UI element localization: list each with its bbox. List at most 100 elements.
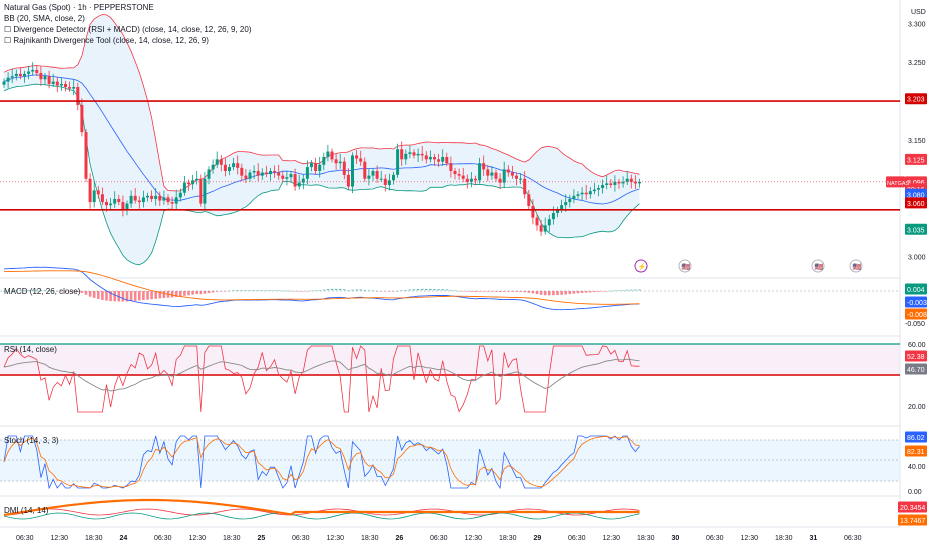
- legend-bb[interactable]: BB (20, SMA, close, 2): [4, 14, 85, 23]
- candle-body: [260, 172, 264, 176]
- legend-rajnikanth[interactable]: ☐ Rajnikanth Divergence Tool (close, 14,…: [4, 36, 209, 45]
- candle-body: [236, 163, 240, 168]
- macd-histogram-bar: [433, 288, 436, 291]
- macd-histogram-bar: [207, 291, 211, 294]
- macd-histogram-bar: [252, 290, 256, 291]
- macd-histogram-bar: [625, 289, 629, 291]
- candle-body: [158, 195, 162, 201]
- macd-histogram-bar: [388, 291, 391, 292]
- candle-body: [633, 181, 637, 184]
- dmi-plus-line: [3, 512, 640, 520]
- time-axis-label: 06:30: [568, 535, 586, 542]
- candle-body: [121, 202, 125, 210]
- candle-body: [88, 178, 92, 203]
- macd-histogram-bar: [502, 291, 506, 292]
- macd-tick-label: -0.050: [905, 321, 925, 328]
- macd-histogram-bar: [584, 291, 588, 293]
- legend-macd[interactable]: MACD (12, 26, close): [4, 287, 81, 296]
- candle-body: [18, 73, 22, 77]
- legend-dmi[interactable]: DMI (14, 14): [4, 506, 49, 515]
- candle-body: [141, 197, 145, 203]
- macd-histogram-bar: [261, 290, 264, 291]
- candle-body: [2, 81, 6, 85]
- macd-histogram-bar: [371, 290, 375, 292]
- price-tag: [905, 153, 927, 165]
- currency-label: USD: [911, 9, 926, 16]
- macd-histogram-bar: [35, 289, 39, 291]
- legend-rsi[interactable]: RSI (14, close): [4, 345, 57, 354]
- candle-body: [23, 73, 26, 77]
- candle-body: [178, 192, 182, 198]
- candle-body: [191, 180, 195, 185]
- macd-histogram-bar: [109, 291, 112, 302]
- candle-body: [35, 69, 39, 74]
- candle-body: [449, 163, 453, 171]
- macd-histogram-bar: [248, 290, 252, 291]
- candle-body: [223, 164, 227, 171]
- macd-histogram-bar: [203, 291, 207, 294]
- macd-value-tag: [905, 308, 927, 320]
- macd-histogram-bar: [326, 289, 330, 291]
- candle-body: [355, 155, 359, 159]
- macd-histogram-bar: [384, 291, 387, 292]
- candle-body: [211, 164, 215, 170]
- macd-histogram-bar: [199, 291, 203, 295]
- dmi-value-tag: [898, 514, 927, 526]
- macd-histogram-bar: [265, 290, 268, 291]
- candle-body: [621, 181, 625, 184]
- candle-body: [6, 77, 10, 82]
- macd-histogram-bar: [224, 291, 227, 292]
- candle-body: [457, 174, 461, 176]
- macd-histogram-bar: [392, 291, 395, 292]
- macd-histogram-bar: [88, 291, 92, 297]
- macd-histogram-bar: [634, 289, 637, 291]
- stoch-tick-label: 0.00: [908, 489, 922, 496]
- candle-body: [199, 178, 203, 204]
- candle-body: [400, 149, 404, 160]
- candle-body: [547, 219, 551, 226]
- candle-body: [59, 83, 63, 86]
- candle-body: [215, 159, 219, 165]
- macd-histogram-bar: [576, 291, 580, 294]
- macd-histogram-bar: [76, 291, 80, 292]
- macd-histogram-bar: [593, 291, 596, 293]
- macd-histogram-bar: [187, 291, 190, 296]
- candle-body: [359, 158, 363, 162]
- rsi-value-tag: [905, 363, 927, 375]
- time-axis-label: 30: [672, 535, 680, 542]
- macd-histogram-bar: [437, 289, 440, 291]
- rsi-tick-label: 60.00: [908, 342, 926, 349]
- candle-body: [289, 174, 293, 178]
- macd-histogram-bar: [64, 291, 67, 292]
- macd-histogram-bar: [474, 291, 477, 292]
- legend-divergence-detector[interactable]: ☐ Divergence Detector (RSI + MACD) (clos…: [4, 25, 252, 34]
- dmi-minus-line: [3, 508, 640, 516]
- macd-histogram-bar: [445, 289, 449, 291]
- time-axis-label: 12:30: [51, 535, 69, 542]
- event-icon-label: ⚡: [638, 262, 647, 271]
- macd-histogram-bar: [289, 290, 293, 292]
- candle-body: [498, 178, 502, 183]
- macd-histogram-bar: [183, 291, 186, 296]
- price-tick-label: 3.150: [908, 138, 926, 145]
- time-axis-label: 12:30: [327, 535, 345, 542]
- candle-body: [465, 178, 469, 182]
- candle-body: [96, 190, 100, 195]
- legend-stoch[interactable]: Stoch (14, 3, 3): [4, 436, 59, 445]
- macd-histogram-bar: [597, 291, 600, 292]
- macd-histogram-bar: [220, 291, 223, 292]
- candle-body: [560, 205, 564, 210]
- chart-title[interactable]: Natural Gas (Spot) · 1h · PEPPERSTONE: [4, 3, 154, 12]
- candle-body: [10, 76, 14, 78]
- macd-histogram-bar: [306, 291, 309, 292]
- candle-body: [14, 73, 18, 77]
- macd-histogram-bar: [363, 290, 367, 291]
- macd-histogram-bar: [519, 291, 522, 292]
- candle-body: [84, 132, 88, 179]
- macd-histogram-bar: [330, 288, 334, 291]
- macd-histogram-bar: [511, 291, 514, 292]
- candle-body: [601, 184, 605, 189]
- macd-histogram-bar: [27, 290, 30, 291]
- macd-histogram-bar: [101, 291, 104, 300]
- time-axis-label: 12:30: [189, 535, 207, 542]
